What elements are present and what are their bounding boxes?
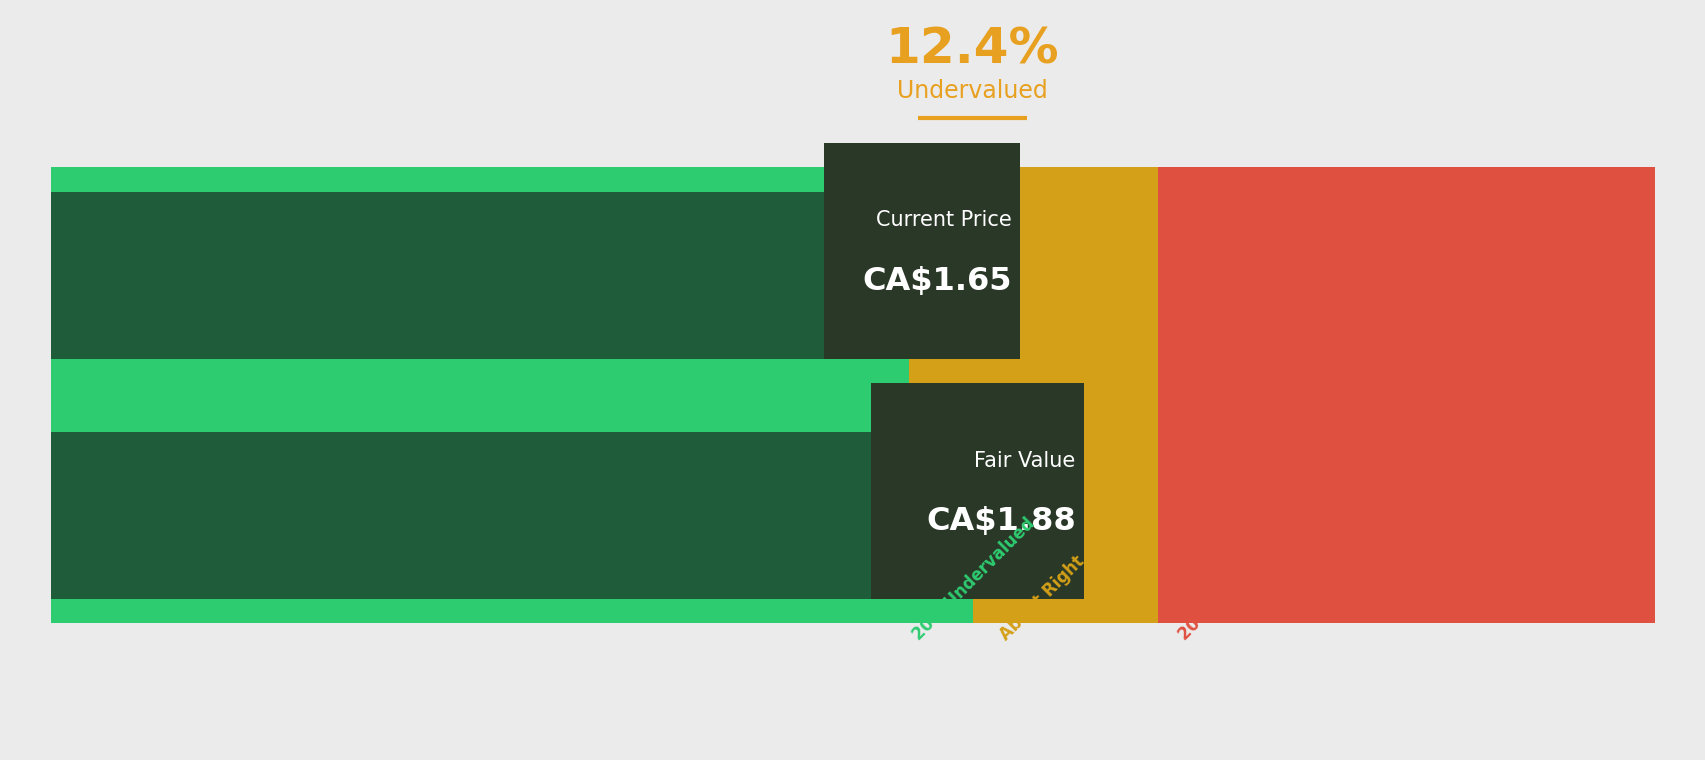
Bar	[51, 407, 972, 432]
Text: Fair Value: Fair Value	[974, 451, 1076, 470]
Text: CA$1.65: CA$1.65	[861, 266, 1011, 296]
Bar	[824, 143, 1020, 359]
Text: Current Price: Current Price	[875, 211, 1011, 230]
Text: Undervalued: Undervalued	[897, 79, 1047, 103]
Bar	[871, 383, 1084, 599]
Text: 20% Undervalued: 20% Undervalued	[909, 515, 1038, 644]
Bar	[909, 167, 1158, 623]
Bar	[51, 432, 972, 599]
Text: 12.4%: 12.4%	[885, 25, 1059, 74]
Bar	[51, 599, 972, 623]
Bar	[51, 359, 909, 383]
Text: About Right: About Right	[996, 552, 1088, 644]
Bar	[51, 167, 909, 192]
Bar	[51, 192, 909, 359]
Bar	[51, 167, 909, 623]
Text: 20% Overvalued: 20% Overvalued	[1175, 523, 1294, 644]
Text: CA$1.88: CA$1.88	[926, 506, 1076, 537]
Bar	[1158, 167, 1654, 623]
